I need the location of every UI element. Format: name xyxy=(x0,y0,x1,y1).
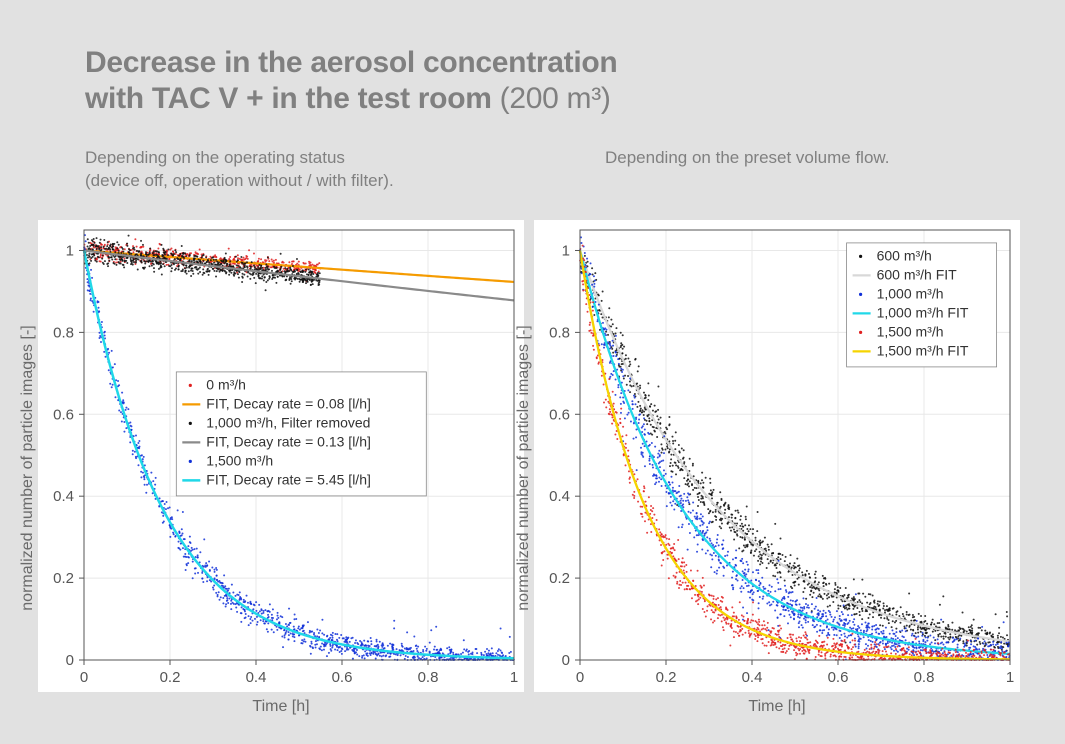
svg-text:0: 0 xyxy=(66,652,74,669)
right-chart-wrap: normalized number of particle images [-]… xyxy=(534,220,1020,716)
svg-text:0.4: 0.4 xyxy=(246,669,267,686)
svg-text:0.8: 0.8 xyxy=(53,324,74,341)
header: Decrease in the aerosol concentration wi… xyxy=(0,0,1065,193)
left-sub-l1: Depending on the operating status xyxy=(85,148,345,167)
right-ylabel: normalized number of particle images [-] xyxy=(515,325,533,610)
charts-row: normalized number of particle images [-]… xyxy=(38,220,1020,716)
left-chart-wrap: normalized number of particle images [-]… xyxy=(38,220,524,716)
svg-text:FIT, Decay rate = 0.08 [l/h]: FIT, Decay rate = 0.08 [l/h] xyxy=(206,395,371,411)
left-xlabel: Time [h] xyxy=(38,698,524,716)
svg-text:0.6: 0.6 xyxy=(53,406,74,423)
svg-text:FIT, Decay rate = 0.13 [l/h]: FIT, Decay rate = 0.13 [l/h] xyxy=(206,433,371,449)
left-chart: 0 0.2 0.4 0.6 0.8 1 0 0.2 0.4 0.6 0.8 1 0 m³/h FIT, D… xyxy=(38,220,524,692)
svg-text:0.2: 0.2 xyxy=(160,669,181,686)
left-ylabel: normalized number of particle images [-] xyxy=(19,325,37,610)
svg-text:0.2: 0.2 xyxy=(53,570,74,587)
svg-text:0: 0 xyxy=(80,669,88,686)
svg-text:0 m³/h: 0 m³/h xyxy=(206,376,246,392)
left-sub-l2: (device off, operation without / with fi… xyxy=(85,171,394,190)
right-subtitle: Depending on the preset volume flow. xyxy=(605,147,1065,193)
title-line-2: with TAC V + in the test room (200 m³) xyxy=(85,81,1065,117)
svg-text:1: 1 xyxy=(66,242,74,259)
svg-text:1: 1 xyxy=(510,669,518,686)
svg-text:0.6: 0.6 xyxy=(332,669,353,686)
left-subtitle: Depending on the operating status (devic… xyxy=(85,147,545,193)
subtitles-row: Depending on the operating status (devic… xyxy=(85,147,1065,193)
right-xlabel: Time [h] xyxy=(534,698,1020,716)
title-line-1: Decrease in the aerosol concentration xyxy=(85,45,1065,81)
title-volume: (200 m³) xyxy=(492,82,611,115)
svg-text:0.8: 0.8 xyxy=(418,669,439,686)
right-chart: 00.20.40.60.8100.20.40.60.81600 m³/h600 … xyxy=(534,220,1020,692)
svg-text:1,500 m³/h: 1,500 m³/h xyxy=(206,452,273,468)
title-bold: with TAC V + in the test room xyxy=(85,82,492,115)
svg-text:1,000 m³/h, Filter removed: 1,000 m³/h, Filter removed xyxy=(206,414,370,430)
svg-text:FIT, Decay rate = 5.45 [l/h]: FIT, Decay rate = 5.45 [l/h] xyxy=(206,471,371,487)
svg-text:0.4: 0.4 xyxy=(53,488,74,505)
